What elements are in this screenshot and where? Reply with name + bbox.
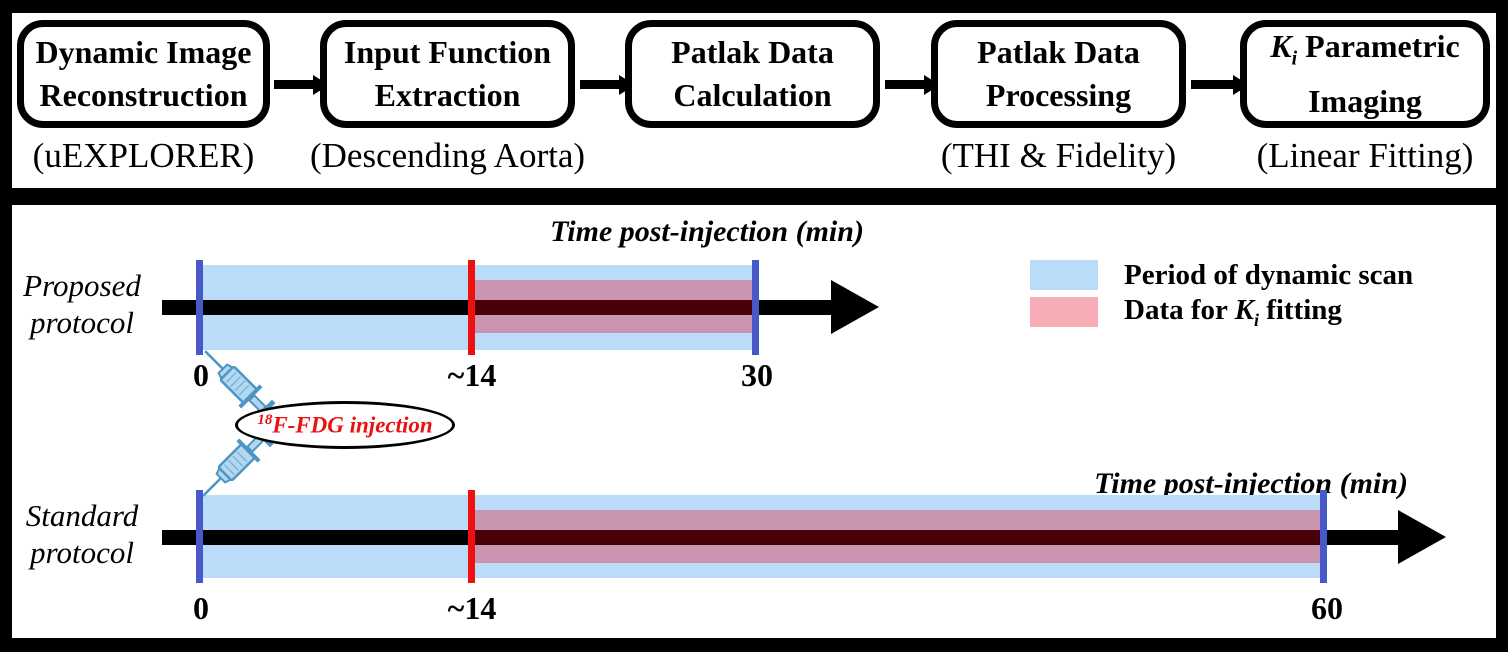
proposed-tick-14 xyxy=(468,260,475,355)
flow-box: Patlak Data Processing xyxy=(931,20,1186,128)
flow-box-title-line2: Processing xyxy=(985,77,1132,113)
proposed-tick-label-14: ~14 xyxy=(447,357,497,393)
standard-label-line2: protocol xyxy=(30,535,134,570)
flow-arrow-icon xyxy=(580,80,620,89)
proposed-timeline-arrowhead-icon xyxy=(831,280,879,334)
legend-item-dynamic-scan: Period of dynamic scan xyxy=(1030,258,1414,291)
standard-tick-14 xyxy=(468,490,475,583)
standard-tick-0 xyxy=(196,490,203,583)
standard-axis-title: Time post-injection (min) xyxy=(1094,467,1408,500)
legend-label: Data for Ki fitting xyxy=(1124,294,1342,331)
flow-step-patlak-data-processing: Patlak Data Processing (THI & Fidelity) xyxy=(931,20,1186,175)
standard-tick-label-60: 60 xyxy=(1311,590,1343,626)
injection-label: F-FDG injection xyxy=(272,412,433,438)
ki-symbol: K xyxy=(1270,27,1292,64)
flow-box-title-line1: Input Function xyxy=(343,34,552,70)
flow-box: Input Function Extraction xyxy=(320,20,575,128)
standard-protocol-label: Standard protocol xyxy=(12,497,152,571)
dynamic-scan-swatch xyxy=(1030,260,1098,290)
proposed-axis-title: Time post-injection (min) xyxy=(550,215,864,248)
flow-box: Dynamic Image Reconstruction xyxy=(17,20,270,128)
flow-step-dynamic-image-reconstruction: Dynamic Image Reconstruction (uEXPLORER) xyxy=(17,20,270,175)
flow-box-title-line2: Imaging xyxy=(1308,83,1422,120)
legend-item-ki-fitting: Data for Ki fitting xyxy=(1030,294,1342,329)
flow-caption: (uEXPLORER) xyxy=(32,136,255,175)
legend-label: Period of dynamic scan xyxy=(1124,258,1414,291)
proposed-label-line2: protocol xyxy=(30,305,134,340)
flow-arrow-icon xyxy=(1191,80,1234,89)
ki-symbol: K xyxy=(1234,293,1254,326)
flow-box-title-line2: Calculation xyxy=(673,77,832,113)
flow-caption: (Linear Fitting) xyxy=(1256,136,1474,175)
flow-step-patlak-data-calculation: Patlak Data Calculation xyxy=(625,20,880,128)
proposed-ki-fitting-band xyxy=(472,280,755,333)
standard-ki-fitting-band xyxy=(472,510,1323,563)
proposed-tick-label-0: 0 xyxy=(193,357,209,393)
proposed-timeline-arrow-shaft xyxy=(162,300,831,315)
standard-label-line1: Standard xyxy=(25,498,139,533)
flow-step-ki-parametric-imaging: Ki Parametric Imaging (Linear Fitting) xyxy=(1240,20,1490,175)
proposed-tick-0 xyxy=(196,260,203,355)
flow-box-title-line1: Patlak Data xyxy=(671,34,834,70)
proposed-tick-label-30: 30 xyxy=(741,357,773,393)
proposed-protocol-label: Proposed protocol xyxy=(12,267,152,341)
flow-box-title-line1: Dynamic Image xyxy=(35,34,252,70)
standard-tick-label-14: ~14 xyxy=(447,590,497,626)
flow-box-title-rest: Parametric xyxy=(1297,27,1460,64)
legend-label-prefix: Data for xyxy=(1124,293,1235,326)
protocol-comparison-panel: Time post-injection (min) Proposed proto… xyxy=(12,205,1496,638)
ki-subscript: i xyxy=(1253,309,1259,330)
ki-subscript: i xyxy=(1291,47,1298,70)
flow-box-title-line1: Ki Parametric xyxy=(1270,25,1459,80)
flow-step-input-function-extraction: Input Function Extraction (Descending Ao… xyxy=(310,20,585,175)
proposed-label-line1: Proposed xyxy=(23,268,141,303)
flow-arrow-icon xyxy=(274,80,314,89)
legend-label-suffix: fitting xyxy=(1258,293,1342,326)
proposed-tick-30 xyxy=(752,260,759,355)
fdg-injection-text: 18F-FDG injection xyxy=(257,412,432,439)
ki-fitting-swatch xyxy=(1030,297,1098,327)
flow-caption: (THI & Fidelity) xyxy=(940,136,1177,175)
flow-box-title-line1: Patlak Data xyxy=(977,34,1140,70)
pipeline-flowchart-panel: Dynamic Image Reconstruction (uEXPLORER)… xyxy=(12,13,1496,188)
flow-box: Ki Parametric Imaging xyxy=(1240,20,1490,128)
standard-tick-60 xyxy=(1320,490,1327,583)
flow-box-title-line2: Extraction xyxy=(374,77,521,113)
flow-arrow-icon xyxy=(885,80,925,89)
flow-box-title-line2: Reconstruction xyxy=(39,77,248,113)
flow-caption: (Descending Aorta) xyxy=(309,136,586,175)
isotope-superscript: 18 xyxy=(257,411,273,428)
flow-box: Patlak Data Calculation xyxy=(625,20,880,128)
fdg-injection-callout: 18F-FDG injection xyxy=(235,401,455,449)
standard-tick-label-0: 0 xyxy=(193,590,209,626)
standard-timeline-arrowhead-icon xyxy=(1398,510,1446,564)
